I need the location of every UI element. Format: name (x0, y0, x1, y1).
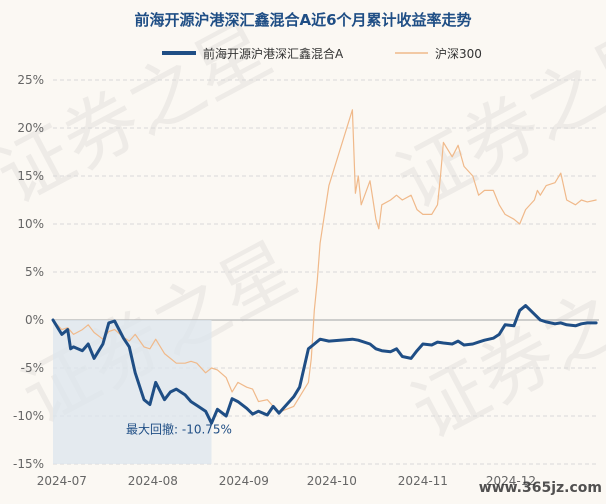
y-tick-label: -10% (13, 409, 44, 423)
legend-item-index[interactable]: 沪深300 (395, 47, 482, 61)
y-tick-label: 20% (17, 121, 44, 135)
x-tick-label: 2024-12 (486, 474, 536, 488)
series-line-index (52, 109, 597, 413)
y-tick-label: -5% (21, 361, 44, 375)
legend-index-label: 沪深300 (435, 47, 482, 61)
legend: 前海开源沪港深汇鑫混合A 沪深300 (162, 46, 482, 61)
x-tick-label: 2024-08 (128, 474, 178, 488)
site-mark: www.365jz.com (479, 480, 602, 496)
y-tick-label: 0% (25, 313, 44, 327)
y-tick-label: 25% (17, 73, 44, 87)
watermark-4: 证券之星 (398, 241, 606, 456)
series-line-fund (51, 304, 598, 425)
legend-fund-label: 前海开源沪港深汇鑫混合A (203, 46, 344, 61)
x-tick-label: 2024-10 (307, 474, 357, 488)
y-tick-label: 10% (17, 217, 44, 231)
x-axis: 2024-07 2024-08 2024-09 2024-10 2024-11 2024-… (37, 474, 536, 488)
y-tick-label: 15% (17, 169, 44, 183)
x-tick-label: 2024-11 (398, 474, 448, 488)
x-tick-label: 2024-09 (219, 474, 269, 488)
x-tick-label: 2024-07 (37, 474, 87, 488)
y-axis: 25% 20% 15% 10% 5% 0% -5% -10% -15% (13, 73, 44, 471)
drawdown-region: 最大回撤: -10.75% (53, 320, 232, 464)
y-tick-label: -15% (13, 457, 44, 471)
series-lines (51, 109, 598, 425)
y-tick-label: 5% (25, 265, 44, 279)
watermark-1: 证券之星 (0, 6, 285, 221)
chart-title: 前海开源沪港深汇鑫混合A近6个月累计收益率走势 (134, 11, 471, 29)
legend-item-fund[interactable]: 前海开源沪港深汇鑫混合A (162, 46, 344, 61)
drawdown-shade (53, 320, 212, 464)
drawdown-label: 最大回撤: -10.75% (126, 421, 232, 436)
